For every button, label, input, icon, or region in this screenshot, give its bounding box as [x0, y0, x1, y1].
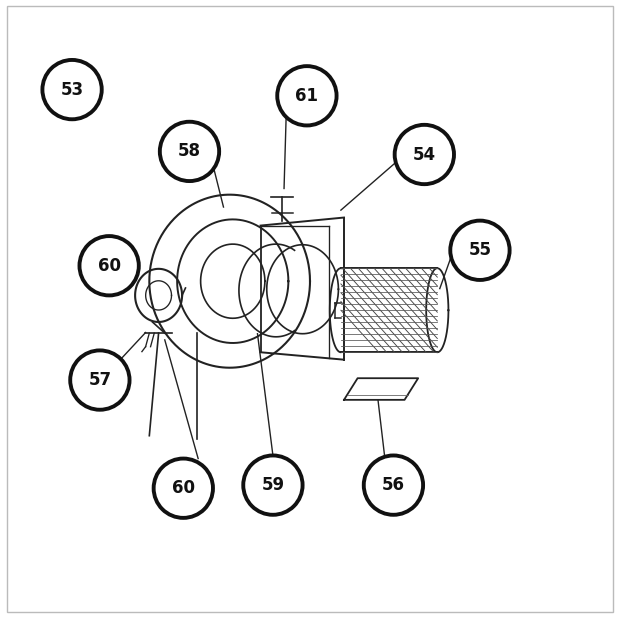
Text: 56: 56	[382, 476, 405, 494]
Circle shape	[42, 60, 102, 119]
Text: 60: 60	[172, 479, 195, 497]
Circle shape	[79, 236, 139, 295]
Circle shape	[160, 122, 219, 181]
Text: 55: 55	[469, 241, 492, 260]
Text: 60: 60	[97, 256, 121, 275]
Text: 54: 54	[413, 145, 436, 164]
Text: 53: 53	[61, 80, 84, 99]
Circle shape	[70, 350, 130, 410]
Circle shape	[243, 455, 303, 515]
Text: 61: 61	[295, 87, 319, 105]
Circle shape	[395, 125, 454, 184]
Circle shape	[450, 221, 510, 280]
Circle shape	[154, 459, 213, 518]
Text: 58: 58	[178, 142, 201, 161]
Circle shape	[277, 66, 337, 125]
Circle shape	[364, 455, 423, 515]
Text: 59: 59	[262, 476, 285, 494]
Text: 57: 57	[88, 371, 112, 389]
